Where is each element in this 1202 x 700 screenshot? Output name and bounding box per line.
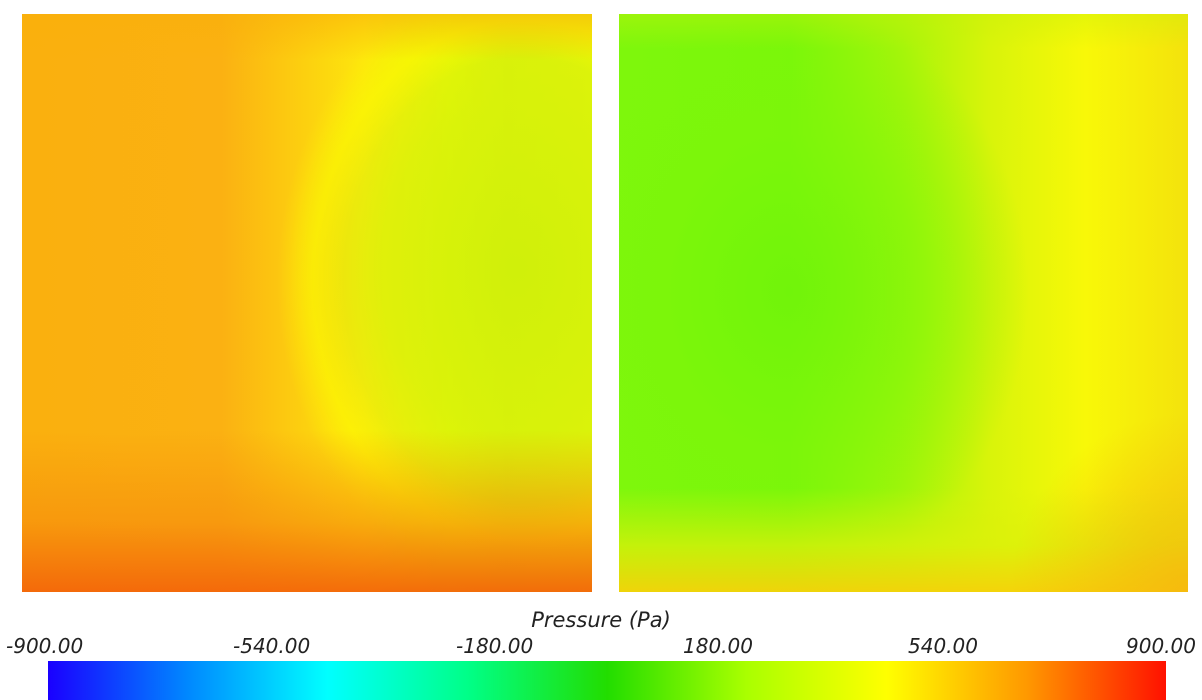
legend-tick-label: -900.00 <box>6 634 84 658</box>
contour-top-band-left <box>22 14 592 592</box>
pressure-contour-left <box>22 14 592 592</box>
pressure-contour-right <box>619 14 1188 592</box>
contour-top-band-right <box>619 14 1188 592</box>
legend-tick-label: -180.00 <box>456 634 534 658</box>
legend-tick-label: -540.00 <box>233 634 311 658</box>
legend-tick-label: 180.00 <box>683 634 753 658</box>
legend-title: Pressure (Pa) <box>531 608 671 632</box>
legend-colorbar <box>48 661 1166 700</box>
contour-corner-right <box>619 14 1188 592</box>
legend-tick-label: 900.00 <box>1126 634 1196 658</box>
legend-tick-label: 540.00 <box>908 634 978 658</box>
